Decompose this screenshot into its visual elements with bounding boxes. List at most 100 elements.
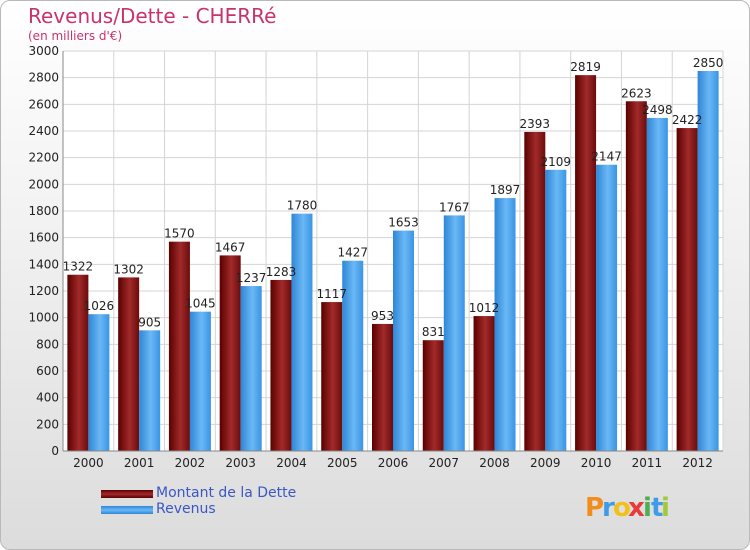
bar-dette [270,279,292,451]
bar-revenus [342,260,364,451]
legend-swatch-revenus [101,506,153,514]
y-tick-label: 1400 [28,257,59,271]
y-tick-label: 1200 [28,284,59,298]
data-label: 1322 [63,260,94,274]
y-tick-label: 2800 [28,71,59,85]
data-label: 1570 [164,227,195,241]
data-label: 1026 [84,299,115,313]
bar-dette [219,255,241,451]
x-tick-label: 2006 [378,456,409,470]
bar-revenus [139,330,161,451]
bar-revenus [596,164,618,451]
data-label: 2109 [541,155,572,169]
bar-revenus [646,117,668,451]
logo-letter: o [613,493,631,523]
logo-letter: i [661,493,670,523]
y-tick-label: 2200 [28,151,59,165]
bar-dette [168,241,190,451]
x-tick-label: 2010 [581,456,612,470]
logo-letter: x [628,493,645,523]
labels-layer: 1322 1302 1570 1467 1283 1117 953 831 1012 2393 28… [63,56,724,339]
bar-revenus [494,198,516,451]
bar-dette [625,101,647,452]
legend-swatch-debt [101,490,153,498]
data-label: 2147 [591,150,622,164]
bar-dette [118,277,140,451]
data-label: 2393 [520,117,551,131]
data-label: 1467 [215,240,246,254]
bar-revenus [393,230,414,451]
bar-dette [67,274,89,451]
data-label: 1237 [236,271,267,285]
logo-letter: P [585,493,604,523]
x-tick-label: 2005 [327,456,358,470]
y-tick-label: 1000 [28,311,59,325]
data-label: 1045 [185,297,216,311]
data-label: 2623 [621,86,652,100]
y-tick-label: 2400 [28,124,59,138]
bar-dette [676,128,698,452]
chart-title: Revenus/Dette - CHERRé [28,4,277,28]
bar-revenus [189,311,211,451]
bar-dette [321,302,343,451]
bar-revenus [88,314,110,451]
bar-revenus [443,215,465,451]
bar-dette [575,75,597,451]
y-tick-label: 200 [36,417,59,431]
data-label: 953 [371,309,394,323]
logo-letter: i [643,493,652,523]
y-tick-label: 2000 [28,177,59,191]
x-tick-label: 2011 [632,456,663,470]
axis-layer: 0 200 400 600 800 1000 1200 1400 1600 1800 2000 220… [28,44,723,470]
bar-revenus [240,286,262,451]
data-label: 1897 [490,183,521,197]
logo-letter: t [651,493,663,523]
data-label: 2850 [693,56,724,70]
data-label: 1767 [439,200,470,214]
data-label: 1117 [316,287,347,301]
x-tick-label: 2004 [276,456,307,470]
x-tick-label: 2009 [530,456,561,470]
x-tick-label: 2003 [225,456,256,470]
y-tick-label: 1600 [28,231,59,245]
bar-dette [372,323,393,451]
data-label: 831 [422,325,445,339]
data-label: 2422 [672,113,703,127]
bar-revenus [697,71,719,451]
bar-dette [473,316,495,451]
y-tick-label: 800 [36,337,59,351]
bar-dette [524,131,546,451]
y-tick-label: 1800 [28,204,59,218]
y-tick-label: 3000 [28,44,59,58]
data-label: 1427 [337,246,368,260]
x-tick-label: 2002 [175,456,206,470]
data-label: 1653 [388,216,419,230]
x-tick-label: 2000 [73,456,104,470]
x-tick-label: 2007 [428,456,459,470]
y-tick-label: 400 [36,391,59,405]
bar-dette [422,340,444,451]
bar-revenus [545,169,567,452]
x-tick-label: 2012 [682,456,713,470]
data-label: 1302 [113,262,144,276]
bar-revenus [291,213,313,451]
x-tick-label: 2001 [124,456,155,470]
legend-label-debt: Montant de la Dette [156,485,297,501]
x-tick-label: 2008 [479,456,510,470]
logo-letter: r [602,493,615,523]
data-label: 2498 [642,103,673,117]
y-tick-label: 600 [36,364,59,378]
chart-subtitle: (en milliers d'€) [28,29,123,43]
bars-layer [67,71,719,452]
legend-label-revenus: Revenus [156,501,216,517]
data-label: 1780 [287,199,318,213]
data-label: 1012 [469,301,500,315]
y-tick-label: 2600 [28,97,59,111]
y-tick-label: 0 [51,444,59,458]
data-label: 2819 [570,60,601,74]
data-label: 1283 [266,265,297,279]
data-label: 905 [138,315,161,329]
